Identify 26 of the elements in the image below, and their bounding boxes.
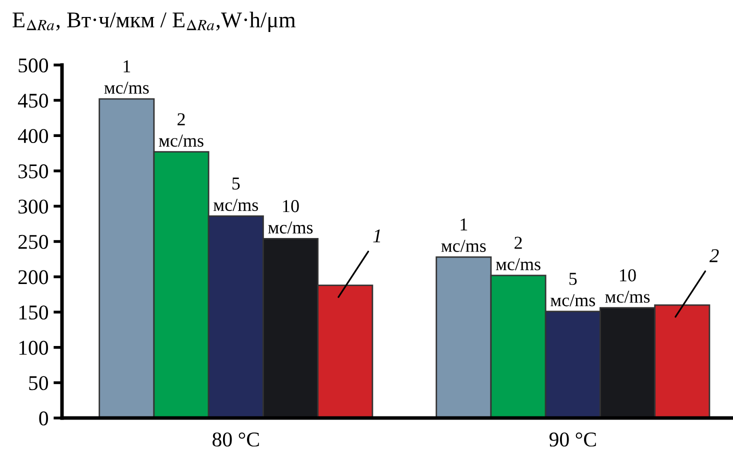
y-tick-label: 0 — [39, 411, 48, 426]
x-tick-label: 80 °C — [212, 432, 259, 447]
text: 1 — [373, 229, 380, 242]
y-tick-label: 300 — [18, 200, 48, 214]
y-tick-label: 200 — [18, 270, 48, 284]
text: 5 мс/ms — [214, 178, 258, 212]
x-tick-label: 90 °C — [549, 432, 596, 447]
y-tick-label: 250 — [18, 234, 48, 249]
y-tick-label: 500 — [18, 58, 48, 72]
series-label: 10 мс/ms — [605, 269, 650, 303]
y-tick-label: 350 — [18, 164, 48, 178]
text: мс/ms — [158, 134, 204, 147]
y-tick-label: 150 — [19, 305, 48, 320]
series-label: 1 мс/ms — [441, 218, 486, 252]
text: 10 мс/ms — [268, 200, 313, 234]
annotation: 2 — [178, 113, 185, 126]
y-tick-label: 400 — [18, 128, 48, 144]
y-tick-label: 50 — [29, 376, 48, 390]
y-tick-label: 450 — [18, 94, 48, 108]
series-label: 5 мс/ms — [550, 272, 596, 306]
y-axis-title: E$_{ΔRa}$, Вт·ч/мкм / E$_{ΔRa}$,W·h/μm — [12, 12, 296, 32]
text: мс/ms — [104, 82, 149, 94]
annotation: 1 — [124, 60, 130, 72]
text: 2 — [709, 249, 719, 262]
series-label: 2 мс/ms — [496, 236, 540, 270]
y-tick-label: 100 — [19, 340, 48, 355]
